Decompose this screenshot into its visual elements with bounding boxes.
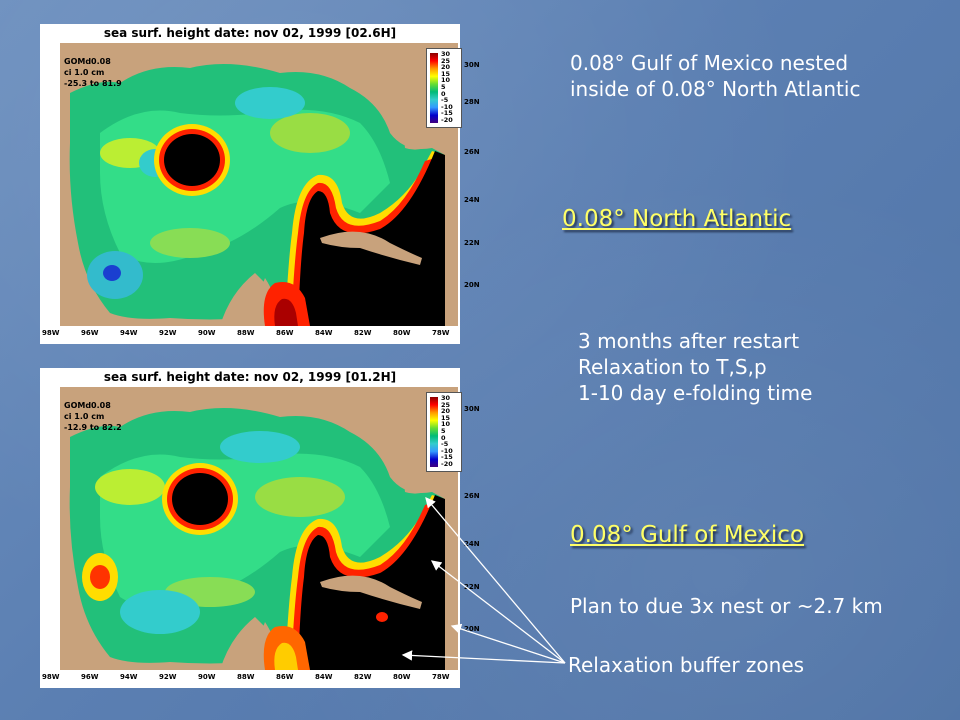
lat-label: 30N [464, 61, 480, 69]
lat-label: 28N [464, 98, 480, 106]
map-meta: GOMd0.08 ci 1.0 cm -25.3 to 81.9 [64, 56, 122, 89]
lat-label: 30N [464, 405, 480, 413]
lon-axis: 98W 96W 94W 92W 90W 88W 86W 84W 82W 80W … [42, 329, 450, 337]
arrow-to-north-buffer [430, 560, 566, 664]
lat-label: 20N [464, 281, 480, 289]
lat-label: 20N [464, 625, 480, 633]
nested-note-line1: 0.08° Gulf of Mexico nested [570, 51, 849, 75]
lat-label: 22N [464, 239, 480, 247]
restart-line1: 3 months after restart [578, 329, 800, 353]
heading-gulf-of-mexico: 0.08° Gulf of Mexico [570, 522, 805, 548]
lon-axis: 98W 96W 94W 92W 90W 88W 86W 84W 82W 80W … [42, 673, 450, 681]
restart-note: 3 months after restart Relaxation to T,S… [578, 328, 812, 406]
restart-line3: 1-10 day e-folding time [578, 381, 813, 405]
lat-label: 24N [464, 540, 480, 548]
buffer-zones-label: Relaxation buffer zones [568, 653, 805, 677]
ssh-field [69, 43, 458, 326]
plan-note: Plan to due 3x nest or ~2.7 km [570, 594, 883, 618]
nested-note-line2: inside of 0.08° North Atlantic [570, 77, 861, 101]
colorbar: 30 25 20 15 10 5 0 -5 -10 -15 -20 [426, 48, 462, 128]
colorbar: 30 25 20 15 10 5 0 -5 -10 -15 -20 [426, 392, 462, 472]
restart-line2: Relaxation to T,S,p [578, 355, 767, 379]
colorbar-labels: 30 25 20 15 10 5 0 -5 -10 -15 -20 [441, 394, 453, 468]
map-plot-area [60, 43, 458, 326]
colorbar-strip [430, 53, 438, 123]
lat-label: 26N [464, 148, 480, 156]
arrow-to-south-buffer [401, 650, 566, 664]
colorbar-labels: 30 25 20 15 10 5 0 -5 -10 -15 -20 [441, 50, 453, 124]
map-meta: GOMd0.08 ci 1.0 cm -12.9 to 82.2 [64, 400, 122, 433]
value-range: -12.9 to 82.2 [64, 423, 122, 432]
map-plot-area [60, 387, 458, 670]
arrow-to-east-buffer [450, 623, 566, 664]
contour-interval: ci 1.0 cm [64, 68, 105, 77]
ssh-field [69, 387, 458, 670]
ssh-map-north-atlantic: sea surf. height date: nov 02, 1999 [02.… [40, 24, 480, 344]
ssh-map-gulf-of-mexico: sea surf. height date: nov 02, 1999 [01.… [40, 368, 480, 688]
value-range: -25.3 to 81.9 [64, 79, 122, 88]
heading-north-atlantic: 0.08° North Atlantic [562, 206, 792, 232]
nested-note: 0.08° Gulf of Mexico nested inside of 0.… [570, 50, 860, 102]
lat-label: 24N [464, 196, 480, 204]
model-label: GOMd0.08 [64, 57, 111, 66]
map-title: sea surf. height date: nov 02, 1999 [01.… [103, 370, 397, 384]
contour-interval: ci 1.0 cm [64, 412, 105, 421]
lat-label: 22N [464, 583, 480, 591]
map-title: sea surf. height date: nov 02, 1999 [02.… [103, 26, 397, 40]
arrow-to-florida-buffer [425, 497, 566, 664]
model-label: GOMd0.08 [64, 401, 111, 410]
colorbar-strip [430, 397, 438, 467]
lat-label: 26N [464, 492, 480, 500]
